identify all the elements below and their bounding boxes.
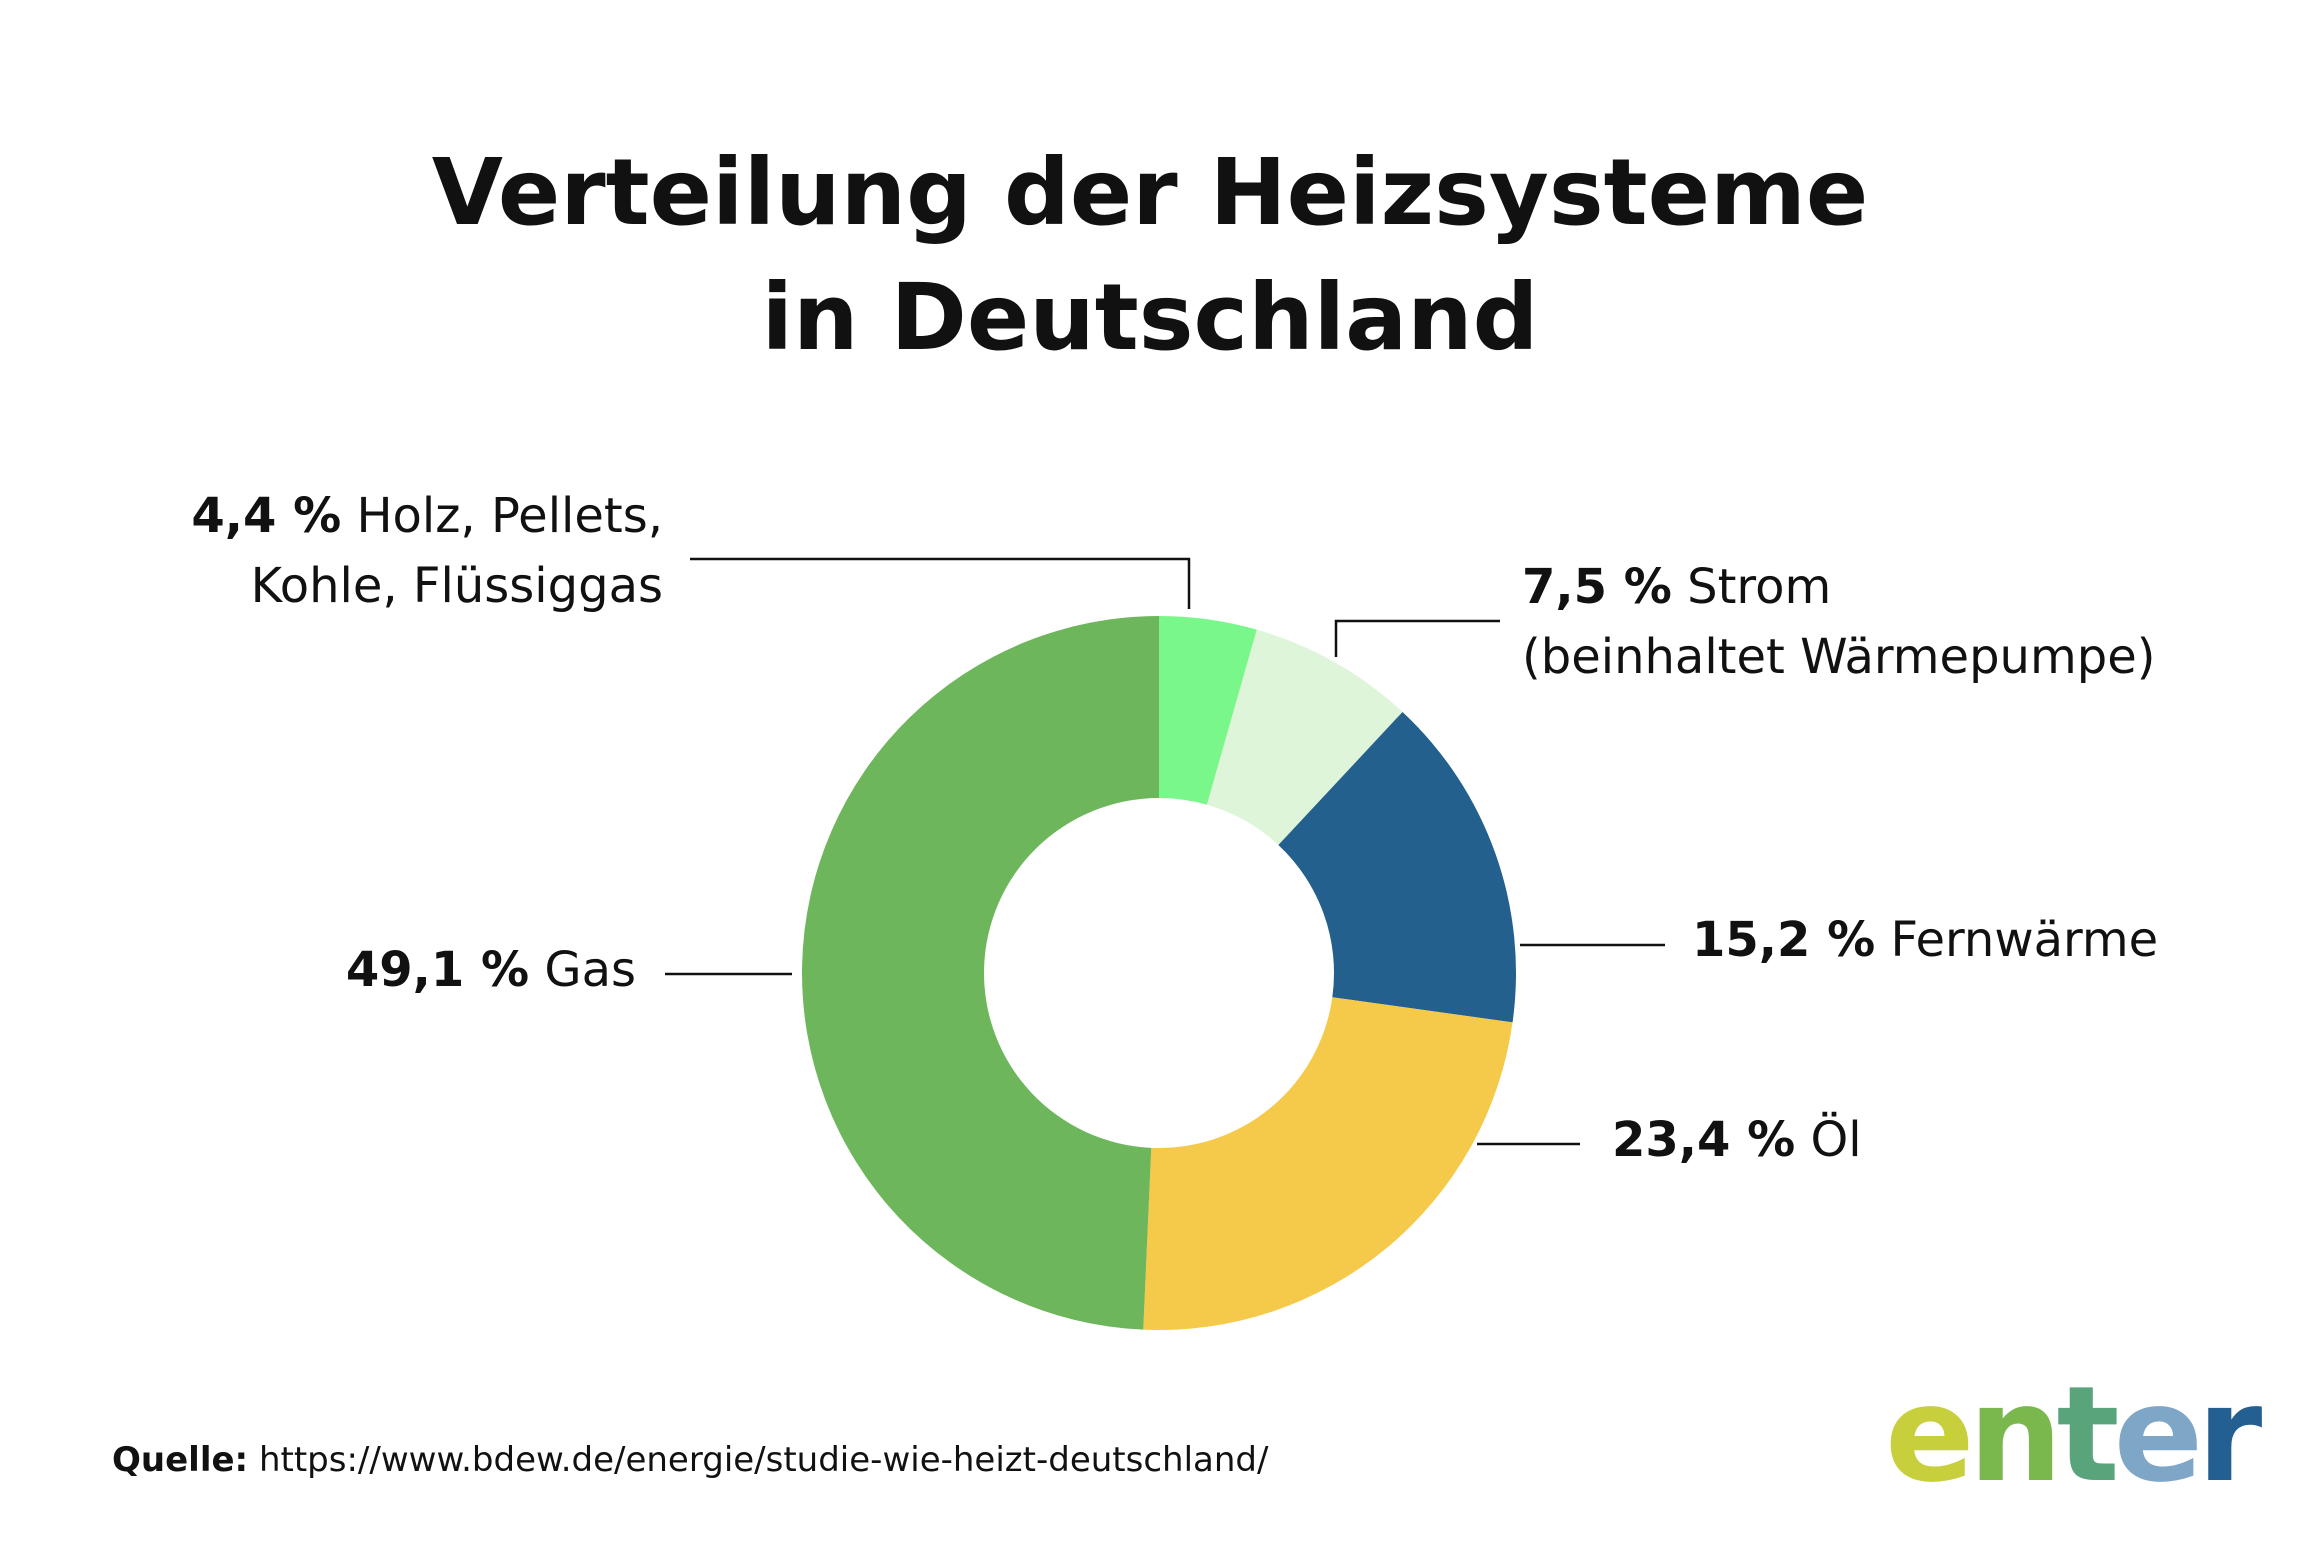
chart-title: Verteilung der Heizsysteme in Deutschlan…	[0, 130, 2300, 380]
label-strom-value: 7,5 %	[1522, 559, 1672, 615]
label-holz-text-1: Holz, Pellets,	[356, 488, 663, 544]
leader-line-holz	[690, 557, 1191, 609]
label-oel-text: Öl	[1810, 1112, 1862, 1168]
label-fernwaerme: 15,2 % Fernwärme	[1692, 905, 2158, 975]
label-gas: 49,1 % Gas	[346, 935, 636, 1005]
label-gas-value: 49,1 %	[345, 942, 530, 998]
label-oel: 23,4 % Öl	[1612, 1105, 1862, 1175]
label-fernwaerme-text: Fernwärme	[1890, 912, 2159, 968]
label-oel-value: 23,4 %	[1612, 1112, 1796, 1168]
slice-gas	[801, 616, 1159, 1330]
source-label: Quelle:	[112, 1440, 249, 1480]
label-strom: 7,5 % Strom (beinhaltet Wärmepumpe)	[1522, 552, 2155, 692]
logo-letter-2: n	[1968, 1358, 2063, 1512]
logo-letter-5: r	[2197, 1358, 2262, 1512]
label-holz: 4,4 % Holz, Pellets, Kohle, Flüssiggas	[191, 481, 663, 621]
label-strom-text-1: Strom	[1687, 559, 1832, 615]
label-holz-text-2: Kohle, Flüssiggas	[250, 558, 663, 614]
logo-letter-4: e	[2113, 1358, 2203, 1512]
chart-title-line-1: Verteilung der Heizsysteme	[431, 139, 1869, 246]
chart-title-line-2: in Deutschland	[761, 264, 1539, 371]
donut-slices	[801, 616, 1516, 1330]
label-holz-value: 4,4 %	[191, 488, 342, 544]
label-gas-text: Gas	[544, 942, 636, 998]
slice-strom	[1206, 629, 1403, 846]
slice-fernwaerme	[1278, 711, 1516, 1023]
leader-lines	[665, 557, 1665, 1146]
source-note: Quelle: https://www.bdew.de/energie/stud…	[112, 1435, 1268, 1485]
label-fernwaerme-value: 15,2 %	[1692, 912, 1876, 968]
leader-line-strom	[1334, 619, 1500, 657]
enter-logo: enter	[1885, 1358, 2262, 1512]
slice-holz	[1159, 616, 1257, 805]
logo-letter-1: e	[1885, 1358, 1974, 1512]
source-url[interactable]: https://www.bdew.de/energie/studie-wie-h…	[258, 1440, 1269, 1480]
label-strom-text-2: (beinhaltet Wärmepumpe)	[1522, 629, 2156, 685]
slice-oel	[1143, 997, 1513, 1330]
logo-letter-3: t	[2056, 1358, 2120, 1512]
